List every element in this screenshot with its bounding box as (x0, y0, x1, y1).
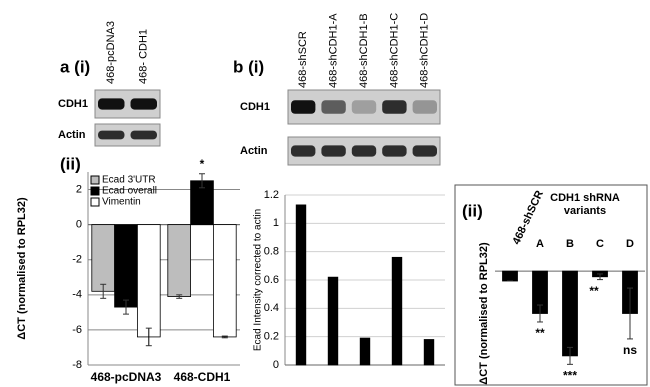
y-tick-label: 0.8 (264, 246, 279, 258)
bar (167, 224, 192, 297)
legend-swatch (90, 175, 100, 185)
row-label: CDH1 (240, 101, 270, 113)
x-tick-label: A (536, 238, 544, 250)
y-axis-label: Ecad Intensity corrected to actin (253, 209, 264, 351)
blot-band (412, 100, 437, 114)
panel-label: (ii) (60, 154, 81, 173)
panel-label: (ii) (462, 201, 483, 220)
blot-band (98, 130, 125, 140)
y-tick-label: -4 (72, 289, 82, 301)
blot-band (98, 98, 125, 110)
significance-label: *** (563, 369, 577, 383)
y-tick-label: -8 (72, 359, 82, 371)
blot-band (382, 100, 407, 114)
blot-band (130, 130, 157, 140)
bar (212, 224, 237, 338)
y-tick-label: 0.6 (264, 274, 279, 286)
blot-band (321, 145, 346, 157)
y-tick-label: 1.2 (264, 189, 279, 201)
y-tick-label: -2 (72, 254, 82, 266)
significance-label: * (200, 157, 205, 171)
blot-band (412, 145, 437, 157)
y-tick-label: 1 (273, 217, 279, 229)
bar (562, 270, 578, 357)
legend-label: Ecad 3'UTR (102, 175, 156, 186)
y-tick-label: -6 (72, 324, 82, 336)
y-axis-label: ΔCT (normalised to RPL32) (16, 197, 28, 340)
panel-label: b (i) (233, 57, 264, 76)
y-tick-label: 2 (76, 183, 82, 195)
lane-label: 468-pcDNA3 (105, 21, 117, 84)
y-axis-label: ΔCT (normalised to RPL32) (478, 242, 490, 385)
blot-band (291, 100, 316, 114)
bar (359, 337, 371, 366)
lane-label: 468-shSCR (297, 31, 309, 88)
lane-label: 468-shCDH1-C (388, 13, 400, 88)
bar (295, 204, 307, 366)
y-tick-label: 0 (76, 219, 82, 231)
panel-border (454, 184, 648, 386)
blot-band (321, 100, 346, 114)
lane-label: 468- CDH1 (138, 29, 150, 84)
lane-label: 468-shCDH1-D (419, 13, 431, 88)
legend-label: Ecad overall (102, 186, 157, 197)
significance-label: ns (623, 343, 637, 357)
legend-swatch (90, 197, 100, 207)
row-label: Actin (58, 129, 86, 141)
blot-band (351, 100, 377, 114)
y-tick-label: 0.4 (264, 302, 279, 314)
legend-label: Vimentin (102, 197, 141, 208)
bar (391, 256, 403, 366)
bar (502, 270, 518, 282)
significance-label: ** (589, 284, 599, 298)
x-tick-label: B (566, 238, 574, 250)
lane-label: 468-shCDH1-A (328, 13, 340, 88)
row-label: CDH1 (58, 98, 88, 110)
bar (114, 224, 138, 308)
x-tick-label: C (596, 238, 604, 250)
bar (423, 339, 435, 366)
blot-band (382, 145, 407, 157)
y-tick-label: 0.2 (264, 331, 279, 343)
y-tick-label: 0 (273, 359, 279, 371)
lane-label: 468-shCDH1-B (358, 13, 370, 88)
chart-header: CDH1 shRNA variants (550, 192, 620, 217)
bar (136, 224, 161, 338)
bar (91, 224, 116, 292)
panel-label: a (i) (60, 57, 90, 76)
significance-label: ** (535, 326, 545, 340)
blot-background (94, 123, 161, 147)
blot-band (130, 98, 157, 110)
x-tick-label: 468-CDH1 (174, 370, 231, 384)
bar (327, 276, 339, 366)
row-label: Actin (240, 145, 268, 157)
legend-swatch (90, 186, 100, 196)
blot-band (291, 145, 316, 157)
blot-band (351, 145, 377, 157)
x-tick-label: 468-pcDNA3 (91, 370, 162, 384)
x-tick-label: D (626, 238, 634, 250)
